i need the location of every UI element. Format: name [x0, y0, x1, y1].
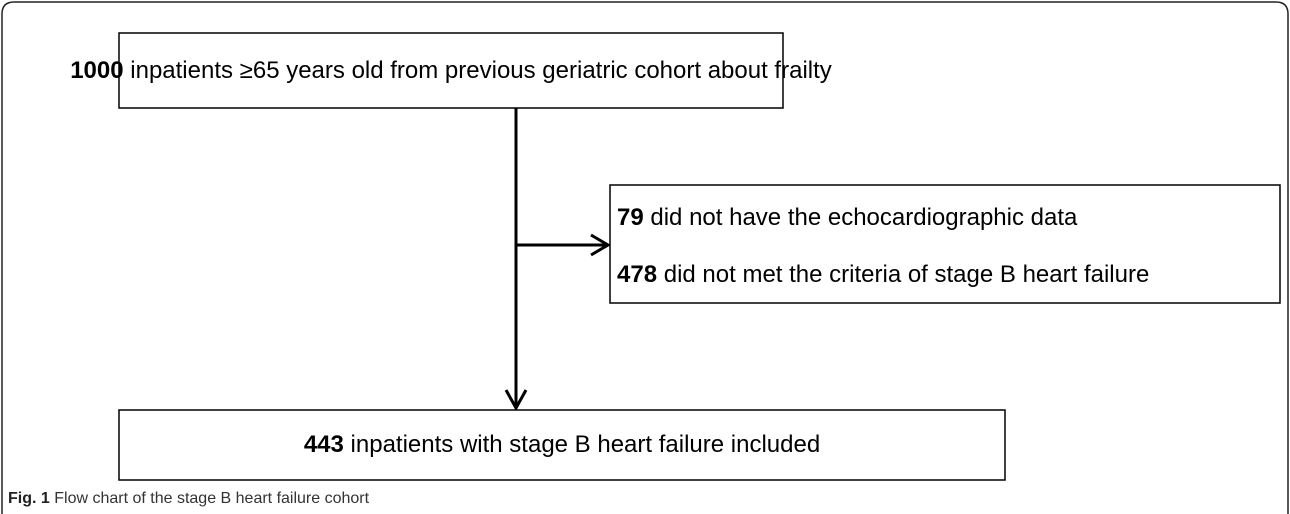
excluded-line: 79 did not have the echocardiographic da… — [617, 204, 1078, 231]
arrow-head — [504, 389, 528, 412]
included-label: 443 inpatients with stage B heart failur… — [304, 431, 820, 458]
caption-label: Fig. 1 — [8, 490, 50, 507]
count: 478 — [617, 261, 657, 288]
box-cohort — [118, 32, 784, 109]
cohort-label: 1000 inpatients ≥65 years old from previ… — [70, 57, 832, 84]
text: did not met the criteria of stage B hear… — [664, 261, 1150, 288]
count: 79 — [617, 204, 644, 231]
text: inpatients with stage B heart failure in… — [351, 431, 821, 458]
text: inpatients ≥65 years old from previous g… — [130, 57, 832, 84]
box-excluded — [609, 184, 1281, 304]
count: 443 — [304, 431, 344, 458]
box-included — [118, 409, 1006, 481]
caption: Fig. 1 Flow chart of the stage B heart f… — [8, 490, 370, 507]
excluded-line: 478 did not met the criteria of stage B … — [617, 261, 1149, 288]
caption-text: Flow chart of the stage B heart failure … — [54, 490, 369, 507]
text: did not have the echocardiographic data — [650, 204, 1078, 231]
count: 1000 — [70, 57, 123, 84]
arrow-head — [590, 233, 611, 257]
